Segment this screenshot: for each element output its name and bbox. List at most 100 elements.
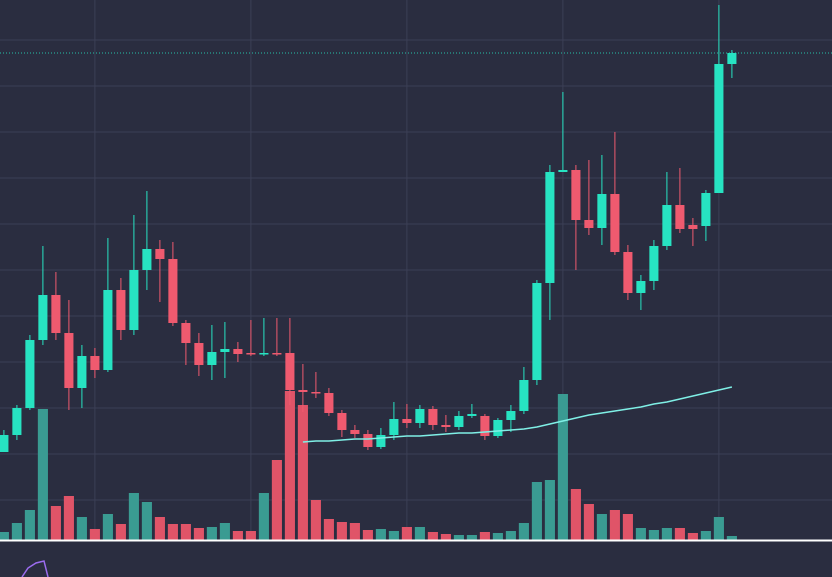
volume-bar <box>102 514 113 540</box>
volume-bar <box>427 532 438 540</box>
candle-body <box>142 249 152 270</box>
volume-bar <box>297 405 308 540</box>
candle-body <box>480 416 490 436</box>
candle-body <box>389 419 399 435</box>
candles <box>0 5 737 452</box>
volume-bar <box>323 519 334 540</box>
volume-bar <box>635 528 646 540</box>
candle-body <box>623 252 633 293</box>
candle-body <box>311 392 321 394</box>
volume-bar <box>505 531 516 540</box>
candle-body <box>350 430 360 434</box>
volume-bar <box>518 523 529 540</box>
candle-body <box>38 295 48 340</box>
volume-bar <box>0 532 9 540</box>
volume-bar <box>128 493 139 540</box>
volume-bar <box>76 517 87 540</box>
volume-pane <box>0 391 737 540</box>
candle-body <box>532 283 542 380</box>
candle-body <box>506 411 516 420</box>
candle-body <box>467 414 477 416</box>
candle-body <box>610 194 620 252</box>
volume-bar <box>453 535 464 540</box>
volume-bar <box>726 536 737 540</box>
volume-bar <box>466 535 477 540</box>
volume-bar <box>388 531 399 540</box>
candle-body <box>454 416 464 427</box>
volume-bar <box>37 409 48 540</box>
volume-bar <box>219 523 230 540</box>
volume-bar <box>440 534 451 540</box>
volume-bar <box>115 524 126 540</box>
volume-bar <box>50 506 61 540</box>
candle-body <box>220 349 230 352</box>
candle-body <box>441 425 451 427</box>
volume-bar <box>557 394 568 540</box>
volume-bar <box>284 391 295 540</box>
candle-body <box>376 435 386 447</box>
candle-body <box>25 340 35 408</box>
volume-bar <box>89 529 100 540</box>
candle-body <box>519 380 529 411</box>
candle-body <box>714 64 724 193</box>
volume-bar <box>479 532 490 540</box>
candle-body <box>727 53 737 64</box>
grid <box>0 0 832 540</box>
candle-body <box>636 281 646 293</box>
candle-body <box>246 353 256 355</box>
candle-body <box>103 290 113 370</box>
volume-bar <box>531 482 542 540</box>
volume-bar <box>193 528 204 540</box>
candle-body <box>207 352 217 365</box>
volume-bar <box>622 514 633 540</box>
candle-body <box>402 419 412 423</box>
volume-bar <box>648 530 659 540</box>
volume-bar <box>258 493 269 540</box>
candle-body <box>558 170 568 172</box>
candle-body <box>688 225 698 229</box>
candle-body <box>337 413 347 430</box>
volume-bar <box>687 533 698 540</box>
volume-bar <box>24 510 35 540</box>
candle-body <box>181 323 191 343</box>
volume-bar <box>232 531 243 540</box>
candle-body <box>493 420 503 436</box>
candle-body <box>545 172 555 283</box>
volume-bar <box>700 531 711 540</box>
candle-body <box>194 343 204 365</box>
candle-body <box>259 353 269 355</box>
candle-body <box>116 290 126 330</box>
candle-body <box>662 205 672 246</box>
candle-body <box>571 170 581 220</box>
volume-bar <box>167 524 178 540</box>
volume-bar <box>141 502 152 540</box>
volume-bar <box>544 480 555 540</box>
volume-bar <box>661 528 672 540</box>
candle-body <box>51 295 61 333</box>
volume-bar <box>271 460 282 540</box>
candle-body <box>0 435 9 452</box>
volume-bar <box>245 531 256 540</box>
volume-bar <box>596 514 607 540</box>
candle-body <box>324 393 334 413</box>
volume-bar <box>414 527 425 540</box>
volume-bar <box>362 530 373 540</box>
volume-bar <box>492 533 503 540</box>
candle-body <box>233 349 243 354</box>
candle-body <box>649 246 659 281</box>
candle-body <box>415 409 425 423</box>
volume-bar <box>11 523 22 540</box>
candle-body <box>584 220 594 228</box>
candle-body <box>129 270 139 330</box>
volume-bar <box>180 524 191 540</box>
candle-body <box>298 390 308 392</box>
volume-bar <box>674 528 685 540</box>
candle-body <box>77 356 87 388</box>
volume-bar <box>609 510 620 540</box>
candle-body <box>701 193 711 226</box>
candle-body <box>90 356 100 370</box>
volume-bar <box>206 527 217 540</box>
candle-body <box>285 353 295 390</box>
volume-bar <box>713 517 724 540</box>
